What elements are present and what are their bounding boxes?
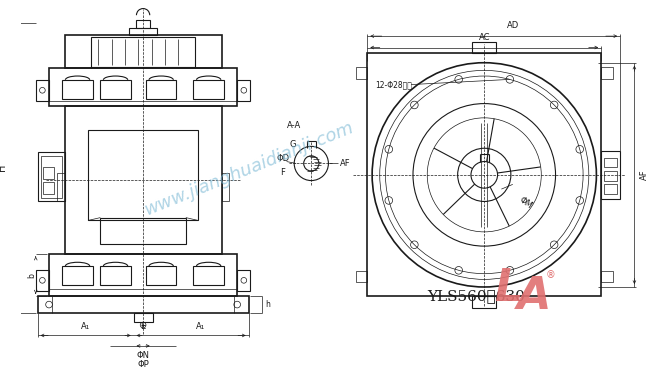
Bar [43, 182, 54, 194]
Text: F: F [280, 168, 285, 178]
Text: AC: AC [478, 33, 490, 42]
Bar [129, 28, 157, 35]
Text: ®: ® [546, 270, 556, 281]
Bar [49, 68, 237, 106]
Text: ΦM: ΦM [517, 196, 534, 211]
Bar [49, 254, 237, 297]
Bar [367, 53, 601, 297]
Text: E: E [140, 322, 146, 331]
Bar [356, 68, 367, 79]
Bar [194, 266, 224, 285]
Text: AF: AF [640, 170, 649, 180]
Text: A: A [517, 275, 551, 318]
Text: G: G [289, 140, 296, 149]
Bar [100, 80, 131, 99]
Bar [604, 158, 618, 167]
Text: AF: AF [340, 159, 350, 168]
Bar [604, 171, 618, 181]
Text: b: b [27, 273, 36, 277]
Text: H: H [0, 164, 7, 171]
Bar [65, 106, 222, 254]
Bar [473, 297, 496, 308]
Bar [38, 297, 248, 313]
Bar [601, 151, 620, 199]
Bar [134, 313, 153, 322]
Bar [146, 266, 176, 285]
Bar [146, 80, 176, 99]
Bar [41, 156, 62, 198]
Text: ΦN: ΦN [136, 350, 150, 360]
Bar [604, 184, 618, 194]
Bar [36, 80, 49, 101]
Bar [36, 270, 49, 291]
Bar [356, 271, 367, 282]
Bar [194, 80, 224, 99]
Text: www.jianghuaidianji.com: www.jianghuaidianji.com [142, 118, 357, 219]
Bar [237, 270, 250, 291]
Bar [38, 152, 65, 201]
Bar [100, 218, 186, 244]
Circle shape [471, 161, 497, 188]
Bar [222, 173, 229, 201]
Text: L: L [494, 268, 522, 310]
Text: ΦD: ΦD [276, 154, 289, 163]
Bar [100, 266, 131, 285]
Text: 12-Φ28均布: 12-Φ28均布 [375, 80, 412, 89]
Bar [65, 35, 222, 68]
Text: A₁: A₁ [196, 322, 205, 331]
Bar [473, 42, 496, 53]
Bar [62, 80, 93, 99]
Text: A₁: A₁ [81, 322, 90, 331]
Bar [62, 266, 93, 285]
Text: AD: AD [506, 21, 519, 30]
Bar [601, 68, 612, 79]
Bar [43, 167, 54, 179]
Bar [601, 271, 612, 282]
Text: A-A: A-A [287, 121, 302, 130]
Bar [57, 173, 65, 201]
Bar [91, 37, 196, 66]
Bar [88, 130, 198, 221]
Text: h: h [266, 300, 270, 309]
Bar [136, 20, 150, 28]
Text: ΦP: ΦP [137, 360, 149, 367]
Text: YLS560～630: YLS560～630 [428, 290, 526, 304]
Bar [237, 80, 250, 101]
